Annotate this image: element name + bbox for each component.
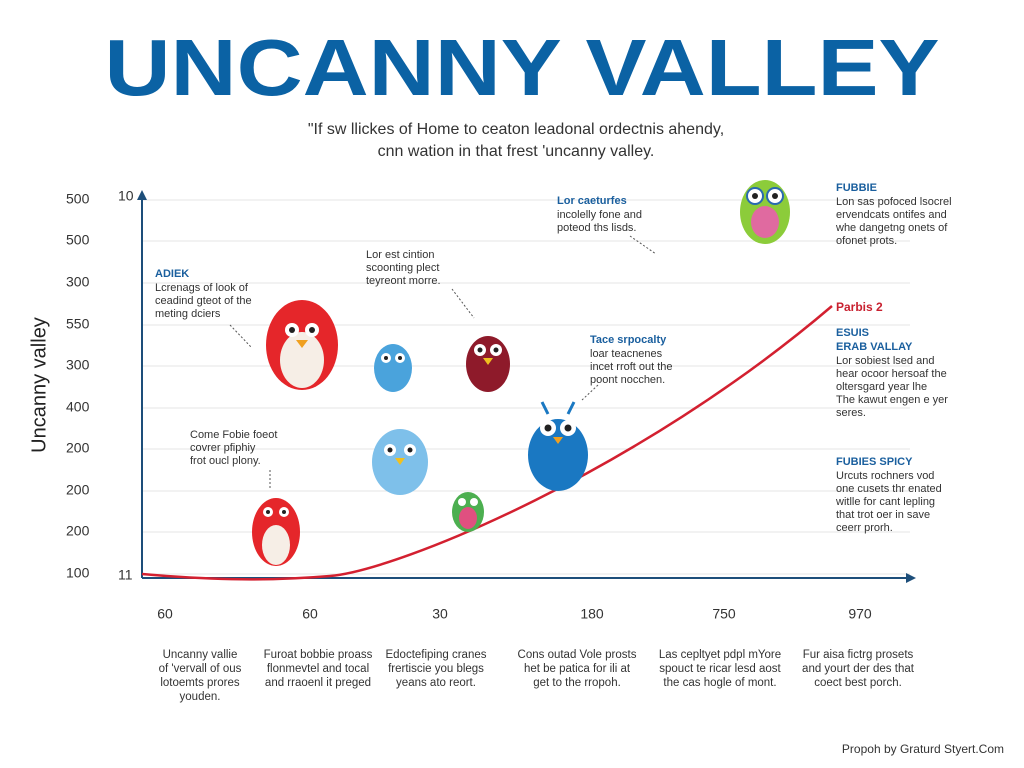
green-furby	[452, 492, 484, 532]
texts: 500 500 300 550 300 400 200 200 200 100 60 60 30 180 7…	[66, 182, 1004, 756]
caption: flonmevtel and tocal	[267, 663, 369, 675]
x-tick-label: 60	[302, 606, 318, 622]
annotation-text: meting dciers	[155, 308, 221, 320]
annotation-text: Come Fobie foeot	[190, 429, 277, 441]
y-tick-label: 550	[66, 316, 90, 332]
characters	[252, 180, 790, 566]
annotation-text: The kawut engen e yer	[836, 394, 948, 406]
annotation-text: loar teacnenes	[590, 348, 663, 360]
annotation-text: seres.	[836, 407, 866, 419]
annotation-text: covrer pfiphiy	[190, 442, 256, 454]
subtitle: "If sw llickes of Home to ceaton leadona…	[308, 121, 724, 138]
credit: Propoh by Graturd Styert.Com	[842, 742, 1004, 756]
small-red-furby	[252, 498, 300, 566]
annotation-text: incolelly fone and	[557, 209, 642, 221]
caption: coect best porch.	[814, 677, 902, 689]
y-tick-label: 300	[66, 274, 90, 290]
x-tick-label: 30	[432, 606, 448, 622]
x-tick-label: 60	[157, 606, 173, 622]
annotation-heading: Tace srpocalty	[590, 334, 667, 346]
x-arrow	[906, 573, 916, 583]
annotation-text: scoonting plect	[366, 262, 439, 274]
blue-monster	[528, 401, 588, 491]
y-tick-label: 400	[66, 399, 90, 415]
y-tick-label: 200	[66, 523, 90, 539]
subtitle: cnn wation in that frest 'uncanny valley…	[378, 143, 655, 160]
x-tick-label: 180	[580, 606, 604, 622]
x-tick-label: 750	[712, 606, 736, 622]
annotation-text: witlle for cant lepling	[835, 496, 935, 508]
annotation-heading: ADIEK	[155, 268, 189, 280]
annotation-text: incet rroft out the	[590, 361, 673, 373]
fluffy-blue-furby	[372, 429, 428, 495]
annotation-text: ceadind gteot of the	[155, 295, 252, 307]
caption: frertiscie you blegs	[388, 663, 484, 675]
caption: spouct te ricar lesd aost	[659, 663, 781, 675]
annotation-heading: ERAB VALLAY	[836, 341, 913, 353]
annotation-text: whe dangetng onets of	[835, 222, 948, 234]
annotation-heading: Parbis 2	[836, 300, 883, 314]
x-tick-label: 970	[848, 606, 872, 622]
caption: and rraoenl it preged	[265, 677, 371, 689]
annotation-heading: Lor caeturfes	[557, 195, 627, 207]
y-tick-label: 200	[66, 482, 90, 498]
green-robot-furby	[740, 180, 790, 244]
annotation-text: one cusets thr enated	[836, 483, 942, 495]
caption: Furoat bobbie proass	[264, 649, 373, 661]
y-tick-label: 200	[66, 440, 90, 456]
caption: Las cepltyet pdpl mYore	[659, 649, 781, 661]
annotation-text: Lcrenags of look of	[155, 282, 249, 294]
caption: Edoctefiping cranes	[385, 649, 486, 661]
pointers	[229, 235, 657, 488]
valley-curve	[141, 305, 833, 581]
caption: youden.	[180, 691, 221, 703]
axis-corner-label: 11	[118, 567, 133, 583]
blue-furby	[374, 344, 412, 392]
caption: Fur aisa fictrg prosets	[803, 649, 914, 661]
annotation-heading: FUBBIE	[836, 182, 877, 194]
annotation-text: that trot oer in save	[836, 509, 930, 521]
annotation-heading: ESUIS	[836, 327, 869, 339]
caption: Cons outad Vole prosts	[518, 649, 637, 661]
y-axis-label: Uncanny valley	[28, 317, 50, 453]
y-tick-label: 100	[66, 565, 90, 581]
axis-corner-label: 10	[118, 188, 134, 204]
title: UNCANNY VALLEY	[105, 23, 940, 112]
caption: lotoemts prores	[160, 677, 240, 689]
caption: get to the rropoh.	[533, 677, 621, 689]
annotation-text: hear ocoor hersoaf the	[836, 368, 947, 380]
annotation-text: Urcuts rochners vod	[836, 470, 934, 482]
y-tick-label: 500	[66, 232, 90, 248]
annotation-heading: FUBIES SPICY	[836, 456, 913, 468]
annotation-text: Lor sobiest lsed and	[836, 355, 934, 367]
annotation-text: teyreont morre.	[366, 275, 441, 287]
y-tick-label: 500	[66, 191, 90, 207]
caption: and yourt der des that	[802, 663, 915, 675]
red-furby	[266, 300, 338, 390]
annotation-text: frot oucl plony.	[190, 455, 261, 467]
annotation-text: Lor est cintion	[366, 249, 434, 261]
maroon-furby	[466, 336, 510, 392]
annotation-text: poteod ths lisds.	[557, 222, 637, 234]
caption: yeans ato reort.	[396, 677, 476, 689]
caption: the cas hogle of mont.	[663, 677, 776, 689]
annotation-text: oltersgard year lhe	[836, 381, 927, 393]
y-tick-label: 300	[66, 357, 90, 373]
caption: of 'vervall of ous	[159, 663, 242, 675]
caption: Uncanny vallie	[163, 649, 238, 661]
annotation-text: poont nocchen.	[590, 374, 665, 386]
annotation-text: ofonet prots.	[836, 235, 897, 247]
y-arrow	[137, 190, 147, 200]
annotation-text: ervendcats ontifes and	[836, 209, 947, 221]
annotation-text: Lon sas pofoced lsocrel	[836, 196, 952, 208]
caption: het be patica for ili at	[524, 663, 631, 675]
annotation-text: ceerr prorh.	[836, 522, 893, 534]
